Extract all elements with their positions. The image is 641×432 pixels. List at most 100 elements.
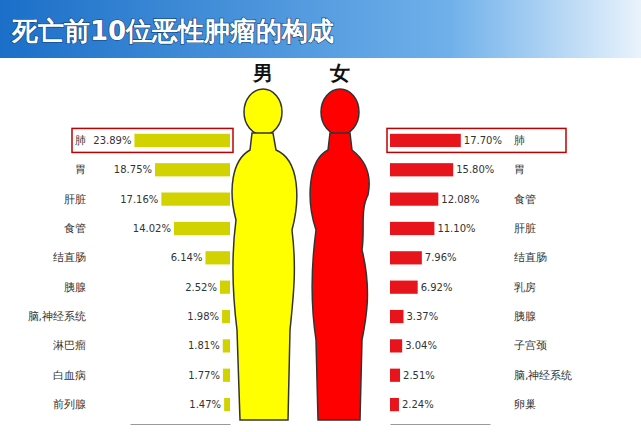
bar	[205, 251, 230, 264]
data-label: 1.47%	[189, 399, 221, 410]
data-label: 2.51%	[403, 370, 435, 381]
tick: 肺	[75, 134, 86, 147]
data-label: 12.08%	[441, 194, 479, 205]
tick-label: 食管	[64, 222, 86, 235]
chart-root: 死亡前10位恶性肿瘤的构成男 23.89% 18.75% 17.16% 14.02% 6.…	[0, 0, 641, 432]
data-label: 14.02%	[133, 223, 171, 234]
data-label: 23.89%	[93, 135, 131, 146]
data-label: 11.10%	[437, 223, 475, 234]
tick-label: 乳房	[514, 281, 536, 294]
bar-chart: 男 23.89% 18.75% 17.16% 14.02% 6.14% 2.52% 1.98%…	[28, 61, 274, 425]
bar	[390, 251, 422, 264]
bar	[390, 339, 402, 352]
tick-label: 卵巢	[514, 398, 536, 411]
tick-label: 结直肠	[514, 251, 547, 264]
data-label: 17.70%	[464, 135, 502, 146]
bar	[390, 222, 434, 235]
tick-label: 食管	[514, 193, 536, 206]
tick: 结直肠	[514, 251, 547, 264]
bar	[222, 310, 230, 323]
tick: 胃	[514, 163, 525, 176]
data-label: 1.81%	[188, 340, 220, 351]
female-silhouette	[310, 89, 369, 420]
data-label: 3.04%	[405, 340, 437, 351]
tick: 前列腺	[53, 398, 86, 411]
tick-label: 白血病	[53, 369, 86, 382]
bar	[161, 193, 230, 206]
tick-label: 子宫颈	[514, 339, 547, 352]
tick: 卵巢	[514, 398, 536, 411]
tick-label: 前列腺	[53, 398, 86, 411]
tick-label: 肺	[514, 134, 525, 147]
data-label: 2.52%	[185, 282, 217, 293]
tick-label: 肝脏	[64, 193, 86, 206]
value-axis	[131, 424, 231, 425]
bar	[390, 163, 453, 176]
silhouette-head	[244, 89, 282, 135]
bar	[224, 398, 230, 411]
tick-label: 胃	[514, 163, 525, 176]
data-label: 15.80%	[456, 164, 494, 175]
tick: 淋巴瘤	[53, 339, 86, 352]
tick-label: 胰腺	[514, 310, 536, 323]
tick: 子宫颈	[514, 339, 547, 352]
bar	[134, 134, 230, 147]
data-label: 1.77%	[188, 370, 220, 381]
data-labels: 23.89% 18.75% 17.16% 14.02% 6.14% 2.52% 1.98% 1…	[93, 135, 221, 410]
silhouette-body	[232, 133, 297, 420]
tick: 肝脏	[64, 193, 86, 206]
tick-label: 脑,神经系统	[28, 310, 87, 323]
tick: 食管	[64, 222, 86, 235]
tick-label: 肝脏	[514, 222, 536, 235]
bar	[390, 369, 400, 382]
tick-label: 胰腺	[64, 281, 86, 294]
data-label: 6.14%	[171, 252, 203, 263]
bar	[223, 339, 230, 352]
tick-label: 结直肠	[53, 251, 86, 264]
data-label: 7.96%	[425, 252, 457, 263]
value-axis	[391, 424, 491, 425]
data-labels: 17.70% 15.80% 12.08% 11.10% 7.96% 6.92% 3.37% 3…	[402, 135, 502, 410]
tick: 白血病	[53, 369, 86, 382]
bar	[174, 222, 230, 235]
data-label: 6.92%	[421, 282, 453, 293]
bars	[390, 134, 461, 411]
tick: 胰腺	[64, 281, 86, 294]
tick: 肝脏	[514, 222, 536, 235]
axis-line	[131, 424, 231, 425]
bar-chart: 女17.70%15.80%12.08%11.10%7.96%6.92%3.37%…	[329, 61, 573, 425]
highlight-box	[387, 128, 566, 152]
tick: 胃	[75, 163, 86, 176]
category-axis: 肺胃食管肝脏结直肠乳房胰腺子宫颈脑,神经系统卵巢	[514, 134, 573, 411]
data-label: 18.75%	[114, 164, 152, 175]
tick-label: 肺	[75, 134, 86, 147]
data-label: 3.37%	[406, 311, 438, 322]
bar	[223, 369, 230, 382]
data-label: 1.98%	[187, 311, 219, 322]
tick: 脑,神经系统	[28, 310, 87, 323]
category-axis: 肺胃肝脏食管结直肠胰腺脑,神经系统淋巴瘤白血病前列腺	[28, 134, 87, 411]
title-banner	[0, 0, 641, 58]
bar	[220, 281, 230, 294]
tick: 脑,神经系统	[514, 369, 573, 382]
bars	[134, 134, 230, 411]
tick: 食管	[514, 193, 536, 206]
data-label: 2.24%	[402, 399, 434, 410]
data-label: 17.16%	[120, 194, 158, 205]
bar	[390, 310, 403, 323]
panel-title: 男	[252, 61, 273, 85]
bar	[390, 193, 438, 206]
tick-label: 脑,神经系统	[514, 369, 573, 382]
male-silhouette	[232, 89, 297, 420]
tick: 乳房	[514, 281, 536, 294]
tick: 结直肠	[53, 251, 86, 264]
bar	[390, 398, 399, 411]
bar	[155, 163, 230, 176]
axis-line	[391, 424, 491, 425]
bar	[390, 134, 461, 147]
chart-title: 死亡前10位恶性肿瘤的构成	[11, 16, 334, 46]
silhouette-head	[321, 89, 359, 135]
bar	[390, 281, 418, 294]
tick: 胰腺	[514, 310, 536, 323]
silhouette-body	[310, 133, 369, 420]
